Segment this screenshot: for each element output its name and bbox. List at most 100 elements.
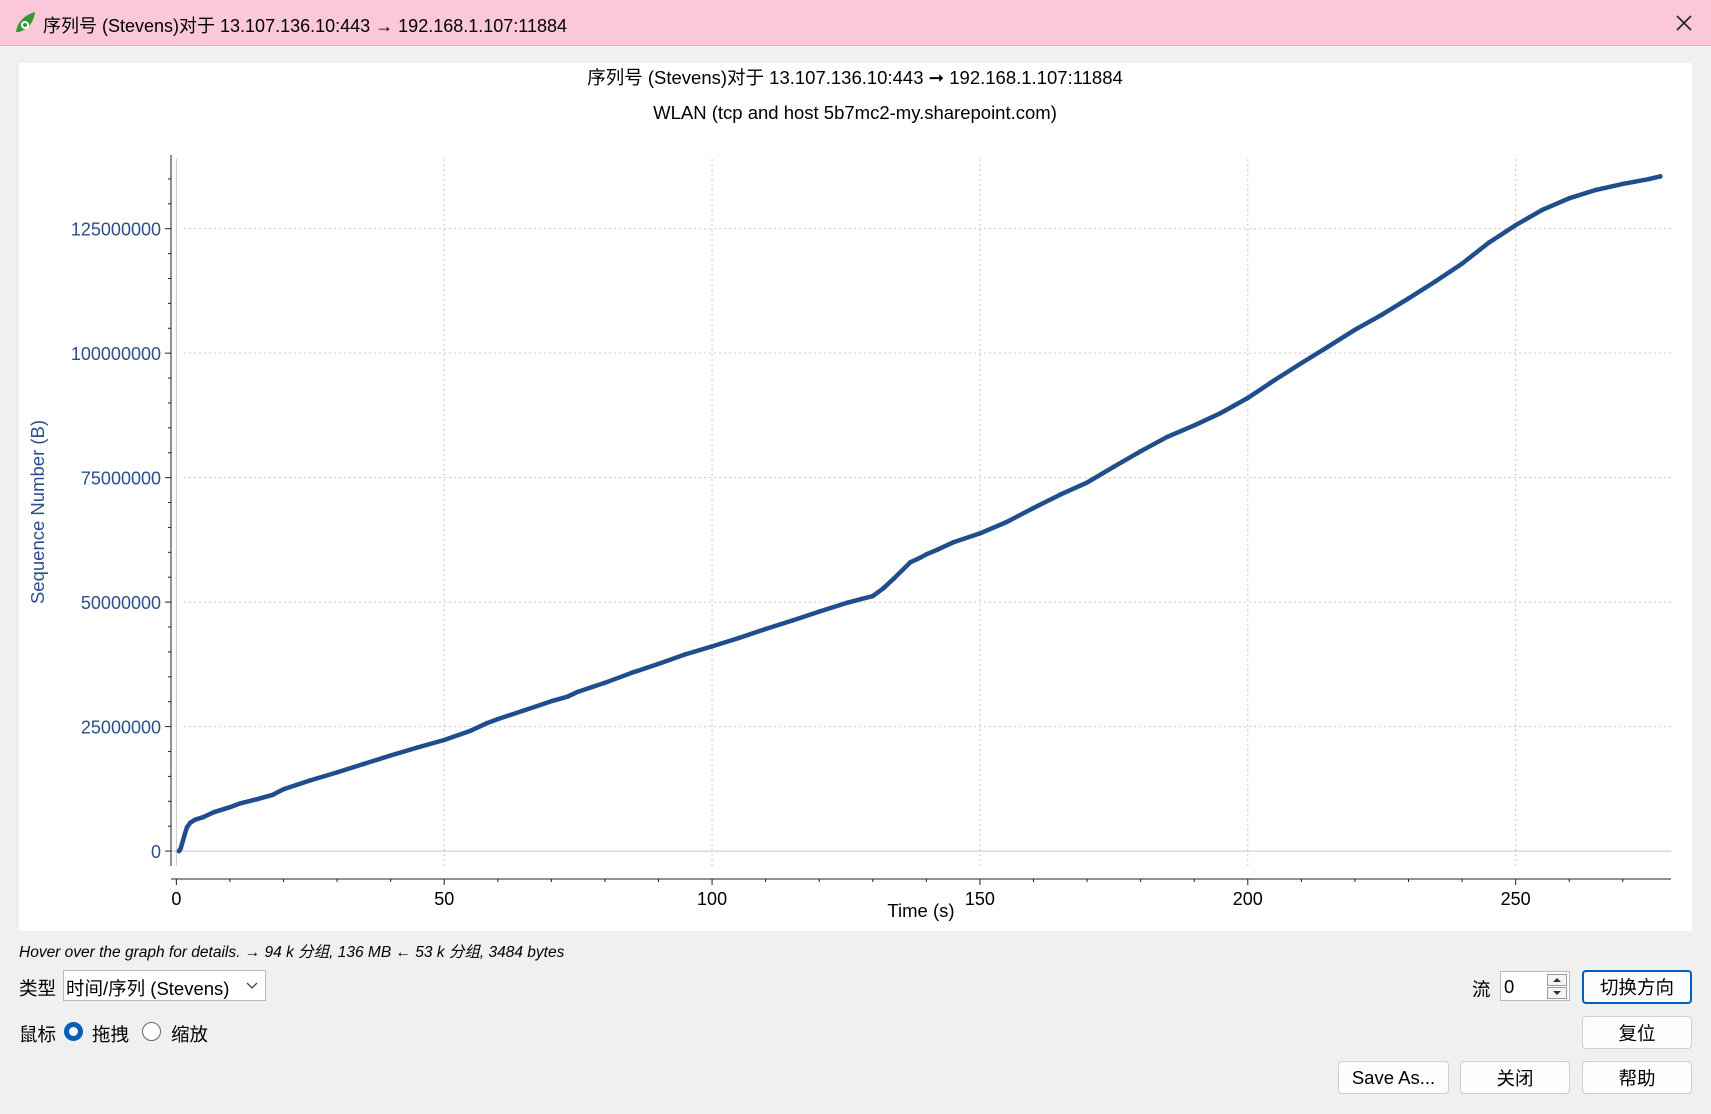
data-point [1057, 492, 1063, 497]
data-point [1245, 395, 1251, 401]
data-point [1272, 377, 1277, 383]
data-point [182, 831, 188, 836]
mouse-drag-radio[interactable] [64, 1022, 83, 1041]
data-point [891, 575, 897, 581]
data-point [200, 814, 206, 820]
switch-direction-button[interactable]: 切换方向 [1582, 970, 1692, 1004]
data-point [211, 809, 217, 815]
save-as-button[interactable]: Save As... [1338, 1061, 1449, 1094]
data-point [1031, 505, 1036, 511]
data-point [441, 737, 447, 743]
hover-info-text: Hover over the graph for details. → 94 k… [19, 944, 565, 961]
close-button[interactable]: 关闭 [1460, 1061, 1570, 1094]
caret-up-icon [1553, 978, 1561, 982]
stream-spinbox[interactable]: 0 [1500, 971, 1570, 1001]
data-point [565, 694, 570, 700]
data-point [816, 609, 822, 614]
data-point [870, 593, 876, 599]
data-point [843, 600, 849, 606]
data-point [1218, 410, 1224, 416]
data-point [1566, 196, 1572, 201]
data-point [763, 626, 768, 632]
data-point [484, 720, 490, 726]
chart-title: 序列号 (Stevens)对于 13.107.136.10:443 ➞ 192.… [587, 67, 1123, 88]
data-point [977, 531, 983, 536]
data-point [1138, 448, 1143, 454]
graph-type-select[interactable]: 时间/序列 (Stevens) [63, 970, 266, 1001]
help-button[interactable]: 帮助 [1582, 1061, 1692, 1094]
mouse-label: 鼠标 [19, 1024, 57, 1045]
chevron-down-icon [246, 982, 258, 989]
data-point [192, 817, 198, 822]
stream-label: 流 [1472, 979, 1491, 1000]
data-point [1486, 240, 1492, 245]
data-point [361, 761, 367, 767]
data-point [187, 820, 193, 825]
graph-panel[interactable]: 序列号 (Stevens)对于 13.107.136.10:443 ➞ 192.… [19, 63, 1692, 931]
close-window-button[interactable] [1657, 0, 1711, 45]
stream-value: 0 [1504, 976, 1515, 997]
x-tick-label: 200 [1233, 889, 1263, 909]
data-point [468, 728, 474, 733]
data-point [682, 652, 688, 657]
y-tick-label: 0 [151, 842, 161, 862]
data-point [180, 838, 186, 844]
mouse-zoom-label: 缩放 [171, 1024, 209, 1045]
data-point [1084, 480, 1090, 485]
data-point [1593, 187, 1599, 193]
data-point [1325, 344, 1331, 350]
x-tick-label: 50 [434, 889, 454, 909]
data-point [1657, 174, 1663, 179]
data-point [790, 618, 795, 623]
data-point [1004, 519, 1010, 525]
data-point [907, 559, 913, 565]
data-point [602, 680, 608, 686]
data-point [1111, 464, 1117, 469]
data-point [736, 635, 742, 641]
x-axis-label: Time (s) [887, 900, 954, 921]
y-tick-label: 125000000 [71, 220, 161, 240]
data-point [178, 846, 183, 851]
mouse-zoom-radio[interactable] [142, 1022, 161, 1041]
data-point [1379, 312, 1385, 318]
wireshark-fin-icon [16, 12, 35, 32]
data-point [1352, 327, 1358, 333]
x-tick-label: 250 [1501, 889, 1531, 909]
data-point [522, 707, 527, 713]
data-point [656, 661, 661, 667]
x-tick-label: 100 [697, 889, 727, 909]
stream-increment-button[interactable] [1547, 974, 1567, 986]
data-point [1647, 176, 1652, 182]
chart-subtitle: WLAN (tcp and host 5b7mc2-my.sharepoint.… [653, 102, 1057, 123]
reset-button[interactable]: 复位 [1582, 1016, 1692, 1049]
data-point [1432, 279, 1438, 284]
data-point [918, 555, 924, 560]
data-point [388, 753, 393, 758]
data-point [575, 689, 581, 695]
type-label: 类型 [19, 978, 57, 999]
data-point [881, 585, 886, 591]
data-point [1620, 181, 1626, 187]
data-point [184, 824, 190, 830]
data-point [924, 552, 929, 557]
x-tick-label: 150 [965, 889, 995, 909]
y-tick-label: 50000000 [81, 593, 161, 613]
data-point [1191, 423, 1197, 428]
stream-decrement-button[interactable] [1547, 987, 1567, 999]
window-title: 序列号 (Stevens)对于 13.107.136.10:443 → 192.… [43, 16, 568, 36]
data-point [307, 778, 313, 783]
data-point [709, 644, 715, 649]
mouse-drag-label: 拖拽 [92, 1024, 130, 1045]
graph-type-value: 时间/序列 (Stevens) [66, 978, 230, 999]
caret-down-icon [1553, 991, 1561, 995]
data-point [629, 670, 635, 676]
y-tick-label: 100000000 [71, 344, 161, 364]
data-point [227, 804, 233, 810]
data-point [549, 698, 554, 704]
data-point [254, 796, 260, 802]
sequence-graph[interactable]: 序列号 (Stevens)对于 13.107.136.10:443 ➞ 192.… [19, 63, 1692, 931]
x-tick-label: 0 [171, 889, 181, 909]
data-point [334, 770, 340, 775]
data-point [1540, 207, 1545, 213]
data-point [1165, 434, 1170, 440]
